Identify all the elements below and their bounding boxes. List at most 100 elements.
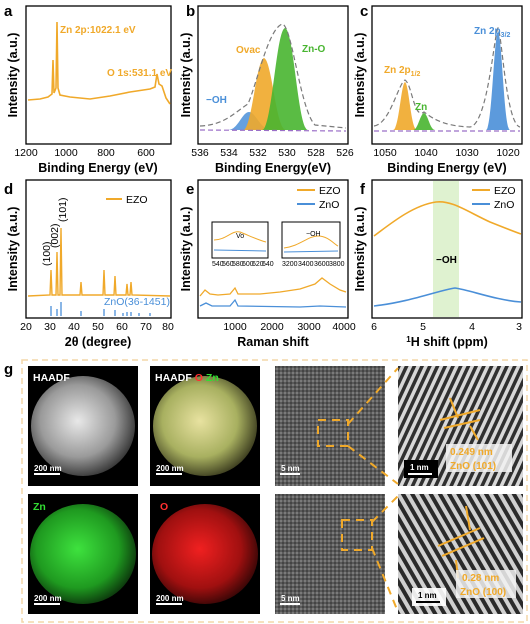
baseline — [199, 129, 347, 132]
tile-haadf-o-zn: HAADF O Zn 200 nm — [150, 366, 260, 486]
x-tick: 600 — [137, 147, 155, 159]
panel-label: d — [4, 181, 13, 198]
annotation-ovac: Ovac — [236, 45, 261, 56]
peak-label-101: (101) — [57, 197, 69, 222]
zoom-connector — [347, 445, 399, 485]
tile-zn-map: Zn 200 nm — [28, 494, 138, 614]
x-tick-labels: 1000 2000 3000 4000 — [223, 321, 356, 333]
x-tick: 528 — [307, 147, 325, 159]
tile-label: O — [160, 501, 168, 513]
inset-tick: 640 — [262, 261, 274, 268]
inset-tick: 3200 — [282, 261, 298, 268]
plane-2: ZnO (100) — [460, 587, 506, 598]
zoom-connector — [371, 547, 399, 613]
inset-tick: 540 — [212, 261, 224, 268]
x-tick: 532 — [249, 147, 267, 159]
annotation-o1s: O 1s:531.1 eV — [107, 68, 172, 79]
x-tick: 50 — [92, 321, 104, 333]
xps-survey-line — [27, 21, 171, 105]
panel-label: f — [360, 181, 366, 198]
highlight-band — [433, 181, 459, 317]
x-tick: 2000 — [260, 321, 284, 333]
annotation-oh: −OH — [436, 255, 457, 266]
scale-bar-label: 200 nm — [156, 464, 184, 473]
x-axis-label: Binding Energy(eV) — [215, 161, 331, 175]
annotation-zn: Zn — [415, 102, 427, 113]
inset-tick: 580 — [232, 261, 244, 268]
scale-bar-label: 5 nm — [281, 464, 300, 473]
annotation-zn2p32: Zn 2p3/2 — [474, 26, 511, 39]
x-tick: 6 — [371, 321, 377, 333]
scale-bar-label: 5 nm — [281, 594, 300, 603]
x-tick: 530 — [278, 147, 296, 159]
annotation-zn2p12: Zn 2p1/2 — [384, 65, 421, 78]
tile-haadf: HAADF 200 nm — [28, 366, 138, 486]
x-tick: 3 — [516, 321, 522, 333]
inset-tick: 560 — [222, 261, 234, 268]
tile-hrtem-1: 5 nm — [275, 366, 385, 486]
annotation-oh: −OH — [206, 95, 227, 106]
panel-label: e — [186, 181, 194, 198]
x-axis-label: 1H shift (ppm) — [406, 335, 488, 349]
scale-bar-label: 200 nm — [156, 594, 184, 603]
panel-a: a Intensity (a.u.) 1200 1000 800 600 Bin… — [4, 3, 172, 175]
x-axis-label: Binding Energy (eV) — [38, 161, 157, 175]
x-tick: 20 — [20, 321, 32, 333]
x-tick: 1020 — [496, 147, 520, 159]
legend-ezo: EZO — [319, 185, 341, 197]
x-axis-label: Binding Energy (eV) — [387, 161, 506, 175]
x-tick-labels: 20 30 40 50 60 70 80 — [20, 321, 174, 333]
inset-vo: Vo 540 560 580 600 620 640 — [211, 221, 274, 268]
panel-e: e Intensity (a.u.) 1000 2000 3000 4000 R… — [179, 179, 356, 349]
inset-tick: 620 — [252, 261, 264, 268]
scale-bar-label: 200 nm — [34, 594, 62, 603]
x-tick: 60 — [116, 321, 128, 333]
plot-frame — [25, 179, 172, 319]
inset-tick: 3800 — [329, 261, 345, 268]
panel-g-frame — [21, 359, 528, 623]
panel-b: b Intensity (a.u.) 536 534 532 530 528 5… — [179, 3, 354, 175]
peak-label-100: (100) — [41, 241, 53, 266]
fit-envelope — [199, 23, 347, 129]
x-tick-labels: 1200 1000 800 600 — [14, 147, 155, 159]
tile-label: HAADF — [33, 372, 70, 384]
x-tick: 526 — [336, 147, 354, 159]
x-tick: 536 — [191, 147, 209, 159]
peak-zn — [413, 113, 435, 130]
plot-frame — [371, 5, 523, 145]
x-axis-label: Raman shift — [237, 335, 309, 349]
panel-f: f Intensity (a.u.) 6 5 4 3 1H shift (ppm… — [353, 179, 523, 349]
inset-oh: −OH 3200 3400 3600 3800 — [281, 221, 345, 268]
x-tick: 1050 — [373, 147, 397, 159]
peak-zn2p12 — [393, 82, 417, 130]
x-tick-labels: 6 5 4 3 — [371, 321, 522, 333]
tile-label: HAADF O Zn — [155, 372, 219, 384]
x-axis-label: 2θ (degree) — [65, 335, 132, 349]
xrd-ezo-line — [27, 227, 171, 297]
y-axis-label: Intensity (a.u.) — [179, 207, 193, 292]
tile-lattice-2: 0.28 nm ZnO (100) 1 nm — [398, 494, 523, 614]
fit-envelope — [373, 26, 521, 128]
legend-ezo: EZO — [494, 185, 516, 197]
panel-d: d Intensity (a.u.) 20 30 40 50 60 70 80 … — [4, 179, 174, 349]
plot-frame — [371, 179, 523, 319]
legend-zno: ZnO — [319, 199, 339, 211]
nmr-zno-line — [373, 287, 522, 307]
x-tick: 5 — [420, 321, 426, 333]
panel-c: c Intensity (a.u.) 1050 1040 1030 1020 B… — [353, 3, 523, 175]
x-tick-labels: 536 534 532 530 528 526 — [191, 147, 354, 159]
y-axis-label: Intensity (a.u.) — [353, 33, 367, 118]
plot-frame — [197, 179, 349, 319]
x-tick: 70 — [140, 321, 152, 333]
legend-zno: ZnO — [494, 199, 514, 211]
y-axis-label: Intensity (a.u.) — [6, 207, 20, 292]
d-spacing-2: 0.28 nm — [462, 573, 499, 584]
nmr-ezo-line — [373, 201, 522, 237]
x-tick: 1000 — [54, 147, 78, 159]
x-tick: 30 — [44, 321, 56, 333]
plane-1: ZnO (101) — [450, 461, 496, 472]
tile-o-map: O 200 nm — [150, 494, 260, 614]
inset-tick: 600 — [242, 261, 254, 268]
scale-bar-label: 1 nm — [410, 463, 429, 472]
